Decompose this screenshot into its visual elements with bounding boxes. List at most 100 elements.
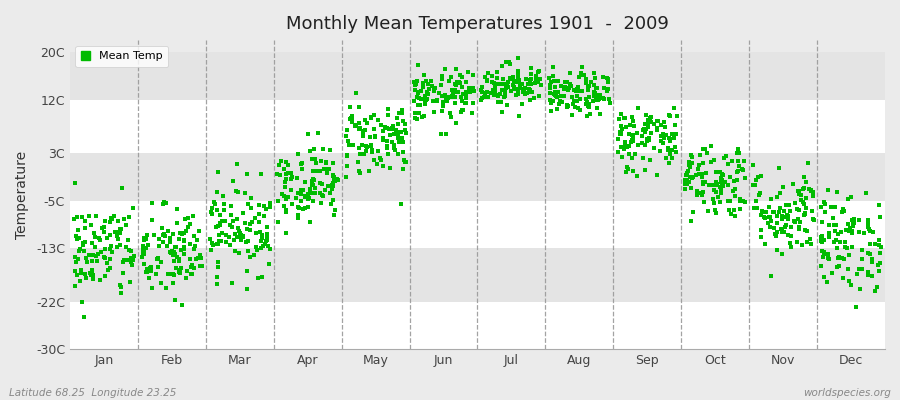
Point [477, 90, 491, 96]
Point [792, 224, 806, 231]
Point [394, 110, 409, 116]
Point [156, 201, 170, 208]
Point [103, 245, 117, 252]
Point [543, 84, 557, 91]
Point [279, 206, 293, 213]
Point [435, 108, 449, 114]
Point [805, 186, 819, 193]
Point [860, 220, 875, 227]
Point [796, 201, 811, 208]
Point [184, 270, 199, 277]
Point [438, 92, 453, 98]
Point [706, 200, 721, 206]
Point [613, 130, 627, 136]
Point [724, 158, 739, 164]
Point [325, 186, 339, 192]
Point [530, 68, 544, 75]
Point [434, 82, 448, 88]
Point [294, 160, 309, 166]
Point [175, 230, 189, 237]
Point [547, 78, 562, 84]
Point [232, 228, 247, 234]
Point [314, 158, 328, 164]
Point [613, 123, 627, 129]
Point [665, 155, 680, 161]
Point [821, 255, 835, 261]
Point [506, 82, 520, 88]
Point [238, 220, 252, 226]
Point [829, 222, 843, 228]
Point [524, 76, 538, 82]
Point [318, 187, 332, 193]
Point [853, 286, 868, 292]
Point [509, 92, 524, 98]
Point [647, 121, 662, 128]
Point [664, 131, 679, 138]
Point [543, 74, 557, 81]
Point [861, 269, 876, 276]
Point [758, 209, 772, 215]
Point [222, 233, 237, 240]
Point [417, 72, 431, 78]
Point [277, 166, 292, 172]
Point [868, 288, 883, 294]
Point [513, 81, 527, 87]
Point [210, 240, 224, 247]
Point [630, 130, 644, 136]
Point [139, 269, 153, 275]
Point [240, 200, 255, 207]
Point [600, 88, 615, 95]
Point [427, 108, 441, 115]
Point [174, 247, 188, 254]
Point [521, 86, 535, 92]
Point [869, 283, 884, 290]
Point [357, 127, 372, 134]
Point [217, 207, 231, 213]
Point [164, 250, 178, 257]
Title: Monthly Mean Temperatures 1901  -  2009: Monthly Mean Temperatures 1901 - 2009 [286, 15, 669, 33]
Point [104, 215, 119, 221]
Point [778, 202, 793, 208]
Point [769, 231, 783, 237]
Point [308, 156, 322, 162]
Point [142, 275, 157, 281]
Point [306, 181, 320, 188]
Point [440, 94, 454, 101]
Point [761, 220, 776, 226]
Point [518, 90, 532, 97]
Point [166, 251, 180, 258]
Point [428, 85, 443, 91]
Point [361, 167, 375, 174]
Point [575, 64, 590, 70]
Point [228, 248, 242, 254]
Point [669, 130, 683, 137]
Point [845, 244, 859, 250]
Point [480, 78, 494, 84]
Point [611, 136, 625, 142]
Point [699, 150, 714, 156]
Point [680, 176, 694, 183]
Point [125, 262, 140, 269]
Point [294, 161, 309, 167]
Point [780, 213, 795, 219]
Point [650, 172, 664, 179]
Point [343, 116, 357, 122]
Point [399, 130, 413, 136]
Point [458, 89, 473, 95]
Point [305, 198, 320, 204]
Point [101, 267, 115, 274]
Point [103, 232, 117, 238]
Point [306, 190, 320, 196]
Point [799, 228, 814, 234]
Point [413, 88, 428, 94]
Point [183, 241, 197, 248]
Point [622, 131, 636, 137]
Point [713, 198, 727, 205]
Point [149, 256, 164, 262]
Point [857, 230, 871, 237]
Point [408, 115, 422, 122]
Point [277, 193, 292, 200]
Point [685, 175, 699, 181]
Point [285, 173, 300, 180]
Point [408, 82, 422, 88]
